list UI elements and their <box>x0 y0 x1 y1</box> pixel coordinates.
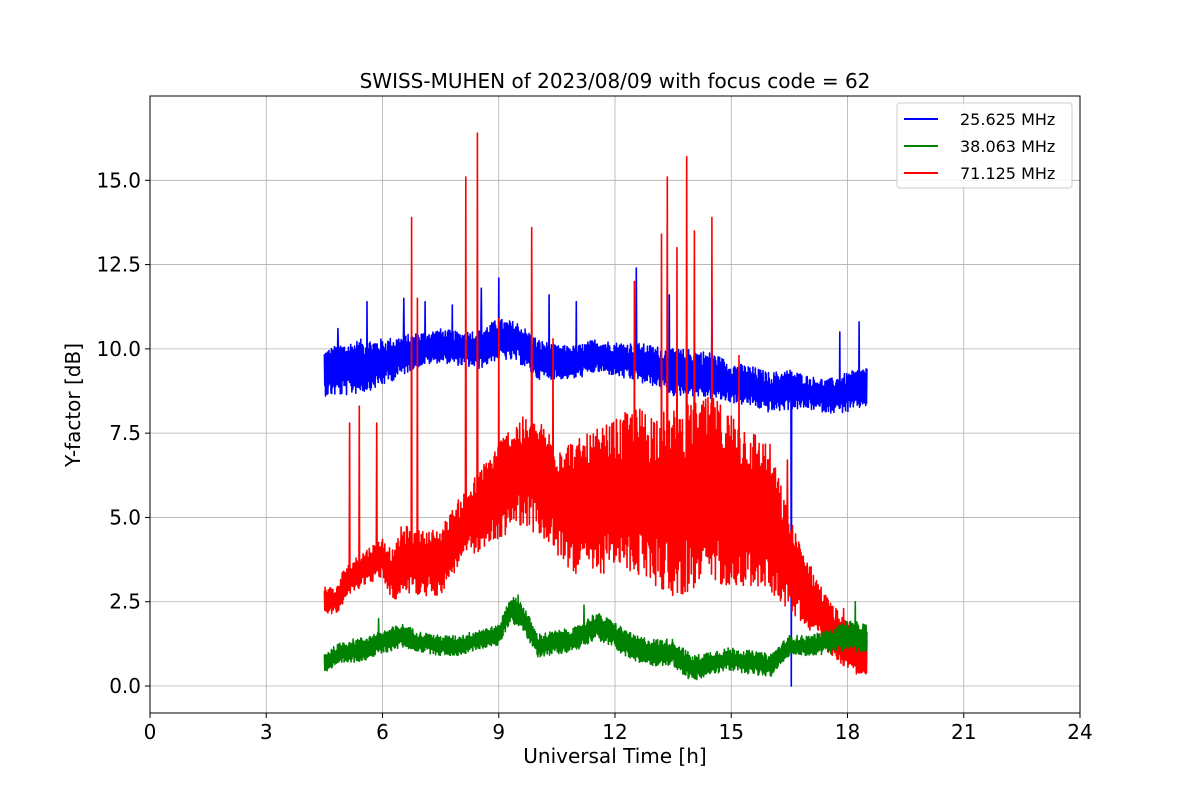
x-axis-label: Universal Time [h] <box>523 744 706 768</box>
legend-label: 38.063 MHz <box>960 137 1055 156</box>
y-tick-label: 7.5 <box>109 421 141 445</box>
legend-label: 71.125 MHz <box>960 164 1055 183</box>
legend: 25.625 MHz 38.063 MHz 71.125 MHz <box>896 102 1073 189</box>
y-tick-label: 5.0 <box>109 505 141 529</box>
x-tick-label: 12 <box>602 720 627 744</box>
x-tick-label: 21 <box>951 720 976 744</box>
y-tick-label: 0.0 <box>109 674 141 698</box>
y-tick-label: 12.5 <box>96 253 141 277</box>
x-tick-label: 0 <box>144 720 157 744</box>
series-line-38-063-mhz <box>323 594 868 681</box>
series-group <box>323 132 868 687</box>
x-axis: 0 3 6 9 12 15 18 21 24 <box>144 713 1093 744</box>
series-line-71-125-mhz <box>323 132 868 675</box>
series-line-25-625-mhz <box>323 267 868 687</box>
y-tick-label: 10.0 <box>96 337 141 361</box>
y-tick-label: 15.0 <box>96 168 141 192</box>
y-axis: 0.0 2.5 5.0 7.5 10.0 12.5 15.0 <box>96 168 150 698</box>
x-tick-label: 18 <box>835 720 860 744</box>
y-axis-label: Y-factor [dB] <box>61 343 85 468</box>
chart-title: SWISS-MUHEN of 2023/08/09 with focus cod… <box>360 69 871 93</box>
x-tick-label: 3 <box>260 720 273 744</box>
x-tick-label: 24 <box>1067 720 1092 744</box>
legend-box <box>896 102 1073 189</box>
x-tick-label: 15 <box>719 720 744 744</box>
y-tick-label: 2.5 <box>109 590 141 614</box>
x-tick-label: 6 <box>376 720 389 744</box>
legend-label: 25.625 MHz <box>960 110 1055 129</box>
x-tick-label: 9 <box>492 720 505 744</box>
